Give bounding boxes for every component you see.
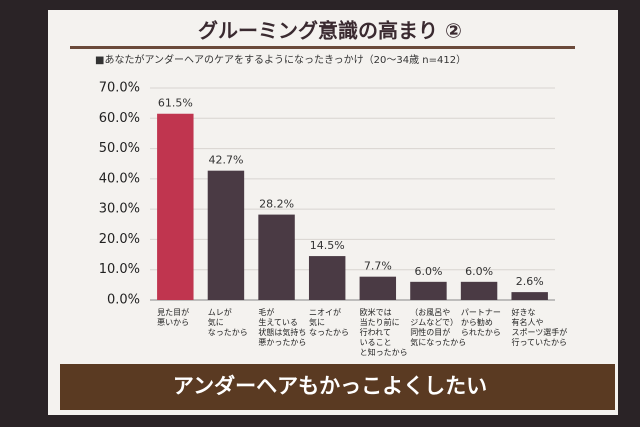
bar — [258, 214, 295, 300]
slide — [48, 10, 618, 415]
value-label: 14.5% — [310, 239, 345, 252]
y-tick-label: 40.0% — [99, 171, 140, 186]
chart-title: グルーミング意識の高まり ② — [198, 19, 462, 43]
y-tick-label: 50.0% — [99, 141, 140, 156]
subtitle: ■あなたがアンダーヘアのケアをするようになったきっかけ（20～34歳 n=412… — [95, 53, 466, 66]
x-tick-label: ムレが気になったから — [208, 307, 248, 337]
y-tick-label: 0.0% — [107, 293, 140, 308]
x-tick-label: 見た目が悪いから — [157, 307, 189, 327]
x-tick-label: 欧米では当たり前に行われていることと知ったから — [360, 307, 408, 357]
value-label: 61.5% — [158, 97, 193, 110]
y-tick-label: 70.0% — [99, 81, 140, 96]
value-label: 2.6% — [516, 275, 544, 288]
bar — [460, 281, 498, 300]
banner-text: アンダーヘアもかっこよくしたい — [173, 374, 487, 398]
x-tick-label: ニオイが気になったから — [309, 307, 349, 337]
banner — [60, 364, 615, 410]
y-tick-label: 30.0% — [99, 202, 140, 217]
value-label: 6.0% — [465, 265, 493, 278]
bar — [207, 170, 245, 300]
y-tick-label: 10.0% — [99, 262, 140, 277]
value-label: 6.0% — [414, 265, 442, 278]
value-label: 7.7% — [364, 260, 392, 273]
value-label: 42.7% — [208, 154, 243, 167]
y-tick-label: 60.0% — [99, 111, 140, 126]
bar — [511, 292, 548, 300]
bar — [308, 256, 346, 300]
bar — [157, 113, 194, 300]
title-rule — [70, 46, 575, 49]
bar — [410, 281, 447, 300]
x-tick-label: （お風呂やジムなどで）同性の目が気になったから — [410, 308, 466, 347]
y-tick-label: 20.0% — [99, 232, 140, 247]
x-tick-label: 毛が生えている状態は気持ち悪かったから — [258, 307, 306, 347]
value-label: 28.2% — [259, 198, 294, 211]
x-tick-label: パートナーから勧められたから — [461, 308, 501, 337]
x-tick-label: 好きな有名人やスポーツ選手が行っていたから — [511, 307, 567, 347]
bar — [359, 276, 397, 300]
